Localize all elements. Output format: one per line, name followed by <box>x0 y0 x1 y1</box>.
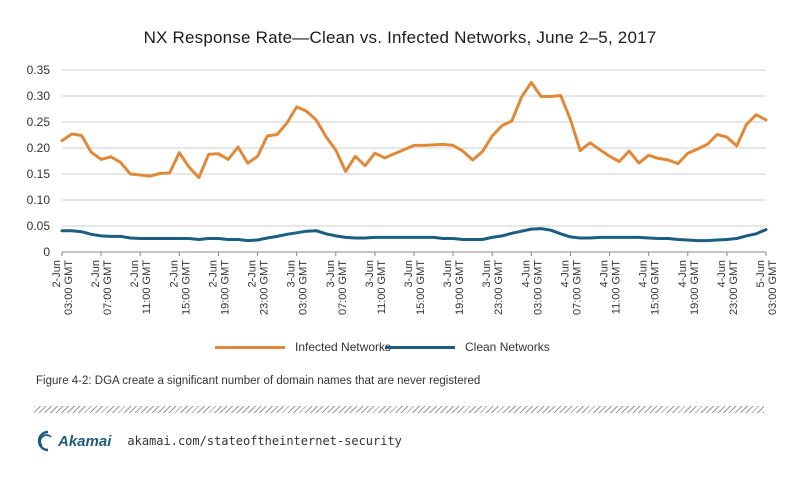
y-tick-label: 0.25 <box>27 115 51 129</box>
x-tick-day: 4-Jun <box>599 260 611 288</box>
figure-caption: Figure 4-2: DGA create a significant num… <box>36 375 480 387</box>
x-tick-day: 4-Jun <box>559 260 571 288</box>
x-tick-label: 2-Jun 11:00 GMT <box>129 260 153 314</box>
legend-label-infected: Infected Networks <box>295 340 391 354</box>
x-tick-label: 4-Jun 19:00 GMT <box>677 260 701 315</box>
x-tick-label: 3-Jun 11:00 GMT <box>364 260 388 314</box>
divider-hatch <box>34 406 764 413</box>
footer: Akamai akamai.com/stateoftheinternet-sec… <box>34 430 402 452</box>
x-tick-time: 11:00 GMT <box>611 260 623 314</box>
x-tick-day: 4-Jun <box>520 260 532 288</box>
x-tick-time: 15:00 GMT <box>180 260 192 315</box>
x-tick-time: 23:00 GMT <box>493 260 505 315</box>
x-tick-day: 2-Jun <box>168 260 180 288</box>
x-tick-label: 5-Jun 03:00 GMT <box>755 260 779 315</box>
y-tick-label: 0.35 <box>27 63 51 77</box>
x-tick-time: 03:00 GMT <box>298 260 310 315</box>
x-tick-day: 2-Jun <box>51 260 63 288</box>
x-tick-day: 2-Jun <box>129 260 141 288</box>
legend-label-clean: Clean Networks <box>465 340 550 354</box>
x-tick-day: 3-Jun <box>481 260 493 288</box>
x-tick-day: 4-Jun <box>638 260 650 288</box>
akamai-logo: Akamai <box>34 430 111 452</box>
x-tick-day: 3-Jun <box>442 260 454 288</box>
y-tick-label: 0 <box>43 245 50 259</box>
x-tick-time: 19:00 GMT <box>219 260 231 315</box>
x-tick-time: 03:00 GMT <box>532 260 544 315</box>
x-tick-label: 2-Jun 15:00 GMT <box>168 260 192 315</box>
x-tick-label: 2-Jun 19:00 GMT <box>207 260 231 315</box>
x-tick-time: 07:00 GMT <box>337 260 349 315</box>
akamai-wave-icon <box>34 430 56 452</box>
x-tick-day: 2-Jun <box>90 260 102 288</box>
x-tick-label: 4-Jun 23:00 GMT <box>716 260 740 315</box>
x-tick-label: 2-Jun 07:00 GMT <box>90 260 114 315</box>
x-tick-time: 19:00 GMT <box>689 260 701 315</box>
x-tick-time: 11:00 GMT <box>141 260 153 314</box>
chart-legend: Infected Networks Clean Networks <box>0 340 800 360</box>
x-tick-label: 4-Jun 07:00 GMT <box>559 260 583 315</box>
x-tick-label: 2-Jun 23:00 GMT <box>247 260 271 315</box>
x-tick-time: 15:00 GMT <box>650 260 662 315</box>
x-tick-day: 4-Jun <box>716 260 728 288</box>
footer-url[interactable]: akamai.com/stateoftheinternet-security <box>127 434 402 448</box>
y-tick-label: 0.20 <box>27 141 51 155</box>
line-chart: 00.050.100.150.200.250.300.352-Jun 03:00 … <box>0 0 800 340</box>
x-tick-day: 3-Jun <box>325 260 337 288</box>
y-tick-label: 0.05 <box>27 219 51 233</box>
x-tick-label: 2-Jun 03:00 GMT <box>51 260 75 315</box>
x-tick-day: 3-Jun <box>364 260 376 288</box>
x-tick-label: 3-Jun 15:00 GMT <box>403 260 427 315</box>
akamai-logo-text: Akamai <box>58 433 111 450</box>
x-tick-day: 2-Jun <box>247 260 259 288</box>
x-tick-time: 23:00 GMT <box>728 260 740 315</box>
x-tick-label: 3-Jun 03:00 GMT <box>286 260 310 315</box>
y-tick-label: 0.15 <box>27 167 51 181</box>
x-tick-day: 5-Jun <box>755 260 767 288</box>
x-tick-day: 4-Jun <box>677 260 689 288</box>
x-tick-label: 3-Jun 07:00 GMT <box>325 260 349 315</box>
x-tick-time: 19:00 GMT <box>454 260 466 315</box>
x-tick-day: 3-Jun <box>403 260 415 288</box>
x-tick-label: 3-Jun 23:00 GMT <box>481 260 505 315</box>
x-tick-time: 07:00 GMT <box>571 260 583 315</box>
x-tick-day: 3-Jun <box>286 260 298 288</box>
x-tick-time: 23:00 GMT <box>259 260 271 315</box>
y-tick-label: 0.30 <box>27 89 51 103</box>
legend-item-infected: Infected Networks <box>215 340 391 354</box>
series-line-clean <box>62 229 766 241</box>
x-tick-label: 4-Jun 11:00 GMT <box>599 260 623 314</box>
legend-swatch-infected <box>215 346 285 349</box>
x-tick-time: 03:00 GMT <box>63 260 75 315</box>
x-tick-time: 15:00 GMT <box>415 260 427 315</box>
x-tick-label: 3-Jun 19:00 GMT <box>442 260 466 315</box>
x-tick-time: 03:00 GMT <box>767 260 779 315</box>
y-tick-label: 0.10 <box>27 193 51 207</box>
legend-item-clean: Clean Networks <box>385 340 550 354</box>
x-tick-time: 07:00 GMT <box>102 260 114 315</box>
x-tick-label: 4-Jun 03:00 GMT <box>520 260 544 315</box>
series-line-infected <box>62 83 766 178</box>
x-tick-day: 2-Jun <box>207 260 219 288</box>
x-tick-label: 4-Jun 15:00 GMT <box>638 260 662 315</box>
x-tick-time: 11:00 GMT <box>376 260 388 314</box>
legend-swatch-clean <box>385 346 455 349</box>
